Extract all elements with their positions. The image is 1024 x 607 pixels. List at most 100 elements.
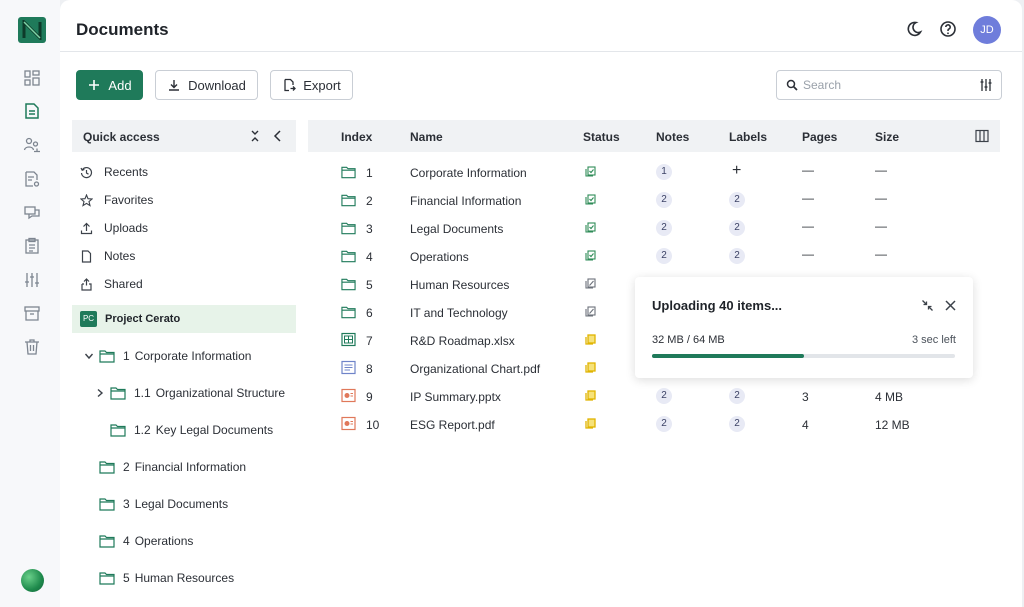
tree-item-number: 1.1 <box>134 386 151 400</box>
close-icon[interactable] <box>944 299 957 312</box>
table-row[interactable]: 3 Legal Documents 2 2 — — <box>308 215 1000 243</box>
workspace-logo-icon[interactable] <box>21 569 44 592</box>
labels-badge[interactable]: 2 <box>729 220 745 236</box>
tree-item[interactable]: 1 Corporate Information <box>84 347 251 365</box>
add-button-label: Add <box>108 77 132 93</box>
tree-item[interactable]: 5 Human Resources <box>99 569 234 587</box>
labels-badge[interactable]: 2 <box>729 192 745 208</box>
download-button-label: Download <box>188 77 246 93</box>
column-header-pages[interactable]: Pages <box>802 130 838 144</box>
tree-item-number: 2 <box>123 460 130 474</box>
table-row[interactable]: 9 IP Summary.pptx 2 2 3 4 MB <box>308 383 1000 411</box>
document-settings-icon[interactable] <box>23 170 41 188</box>
row-name[interactable]: Operations <box>410 250 469 264</box>
quick-access-recents[interactable]: Recents <box>80 163 148 181</box>
add-button[interactable]: Add <box>76 70 143 100</box>
help-icon[interactable] <box>939 20 957 38</box>
notes-badge[interactable]: 1 <box>656 164 672 180</box>
table-row[interactable]: 10 ESG Report.pdf 2 2 4 12 MB <box>308 411 1000 439</box>
quick-access-uploads[interactable]: Uploads <box>80 219 148 237</box>
tree-item[interactable]: 1.2 Key Legal Documents <box>110 421 273 439</box>
download-icon <box>169 80 180 91</box>
tree-item-label: Financial Information <box>134 460 247 474</box>
row-name[interactable]: Human Resources <box>410 278 510 292</box>
labels-badge[interactable]: 2 <box>729 416 745 432</box>
project-name: Project Cerato <box>105 313 181 325</box>
row-pages: — <box>802 219 814 233</box>
table-row[interactable]: 4 Operations 2 2 — — <box>308 243 1000 271</box>
sliders-icon[interactable] <box>23 271 41 289</box>
quick-access-favorites[interactable]: Favorites <box>80 191 153 209</box>
table-row[interactable]: 1 Corporate Information 1 + — — <box>308 159 1000 187</box>
table-row[interactable]: 5 Human Resources <box>308 271 1000 299</box>
export-button-label: Export <box>303 77 341 93</box>
table-row[interactable]: 7 R&D Roadmap.xlsx <box>308 327 1000 355</box>
row-name[interactable]: ESG Report.pdf <box>410 418 495 432</box>
status-processing-icon <box>585 418 596 429</box>
tree-item[interactable]: 3 Legal Documents <box>99 495 228 513</box>
folder-icon <box>110 387 126 400</box>
folder-icon <box>99 350 115 363</box>
row-name[interactable]: Legal Documents <box>410 222 504 236</box>
dark-mode-icon[interactable] <box>905 20 923 38</box>
row-name[interactable]: Corporate Information <box>410 166 527 180</box>
trash-icon[interactable] <box>23 338 41 356</box>
column-header-index[interactable]: Index <box>341 130 373 144</box>
quick-access-title: Quick access <box>83 130 160 144</box>
column-header-name[interactable]: Name <box>410 130 443 144</box>
avatar[interactable]: JD <box>973 16 1001 44</box>
tree-item[interactable]: 1.1 Organizational Structure <box>95 384 285 402</box>
comments-icon[interactable] <box>23 204 41 222</box>
app-logo-icon[interactable] <box>18 17 46 43</box>
tree-item-number: 1.2 <box>134 423 151 437</box>
columns-icon[interactable] <box>975 129 989 143</box>
minimize-icon[interactable] <box>921 299 934 312</box>
column-header-size[interactable]: Size <box>875 130 900 144</box>
labels-badge[interactable]: 2 <box>729 388 745 404</box>
search-input[interactable] <box>803 76 973 94</box>
row-name[interactable]: Organizational Chart.pdf <box>410 362 541 376</box>
documents-icon[interactable] <box>23 102 41 120</box>
tree-item-label: Human Resources <box>134 571 235 585</box>
column-header-notes[interactable]: Notes <box>656 130 690 144</box>
notes-badge[interactable]: 2 <box>656 388 672 404</box>
tree-item[interactable]: 2 Financial Information <box>99 458 246 476</box>
export-button[interactable]: Export <box>270 70 353 100</box>
tree-item-number: 4 <box>123 534 130 548</box>
notes-badge[interactable]: 2 <box>656 248 672 264</box>
notes-badge[interactable]: 2 <box>656 416 672 432</box>
collapse-all-icon[interactable] <box>248 129 262 143</box>
chevron-left-icon[interactable] <box>271 129 285 143</box>
row-name[interactable]: Financial Information <box>410 194 522 208</box>
table-row[interactable]: 2 Financial Information 2 2 — — <box>308 187 1000 215</box>
notes-badge[interactable]: 2 <box>656 192 672 208</box>
filter-settings-icon[interactable] <box>979 78 993 92</box>
row-name[interactable]: IT and Technology <box>410 306 508 320</box>
archive-icon[interactable] <box>23 304 41 322</box>
users-icon[interactable] <box>23 136 41 154</box>
project-item[interactable]: PC Project Cerato <box>72 305 296 333</box>
download-button[interactable]: Download <box>155 70 258 100</box>
column-header-status[interactable]: Status <box>583 130 620 144</box>
table-row[interactable]: 8 Organizational Chart.pdf <box>308 355 1000 383</box>
row-name[interactable]: R&D Roadmap.xlsx <box>410 334 515 348</box>
note-icon <box>81 249 92 263</box>
dashboard-icon[interactable] <box>23 69 41 87</box>
quick-access-notes[interactable]: Notes <box>80 247 135 265</box>
labels-badge[interactable]: 2 <box>729 248 745 264</box>
add-label-button[interactable]: + <box>732 162 742 179</box>
clipboard-icon[interactable] <box>23 237 41 255</box>
table-row[interactable]: 6 IT and Technology <box>308 299 1000 327</box>
column-header-labels[interactable]: Labels <box>729 130 768 144</box>
folder-icon <box>341 166 356 179</box>
row-name[interactable]: IP Summary.pptx <box>410 390 501 404</box>
chevron-right-icon[interactable] <box>95 388 105 398</box>
row-index: 10 <box>366 418 380 432</box>
search-box <box>776 70 1002 100</box>
chevron-down-icon[interactable] <box>84 351 94 361</box>
notes-badge[interactable]: 2 <box>656 220 672 236</box>
row-pages: — <box>802 247 814 261</box>
quick-access-shared[interactable]: Shared <box>80 275 143 293</box>
tree-item[interactable]: 4 Operations <box>99 532 193 550</box>
project-badge: PC <box>80 311 97 327</box>
